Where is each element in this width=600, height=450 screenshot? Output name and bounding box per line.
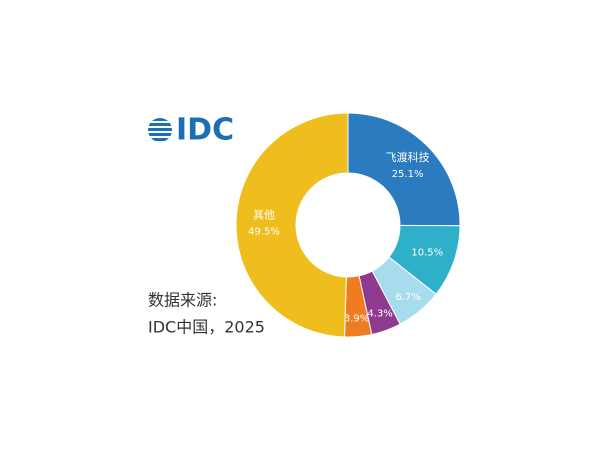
- value-label: 3.9%: [344, 314, 369, 325]
- pie-slice: [347, 112, 461, 227]
- slice-name: 飞渡科技: [386, 150, 430, 164]
- logo-text: IDC: [176, 113, 234, 148]
- value-label: 49.5%: [248, 227, 280, 238]
- value-label: 10.5%: [411, 248, 443, 259]
- logo-icon: [148, 118, 172, 141]
- source-label: 数据来源:: [148, 291, 217, 310]
- value-label: 4.3%: [367, 308, 392, 319]
- value-label: 25.1%: [392, 169, 424, 180]
- value-label: 6.7%: [395, 292, 420, 303]
- slice-name: 其他: [253, 209, 275, 222]
- source-text: IDC中国，2025: [148, 318, 265, 337]
- pie-slice: [235, 112, 349, 338]
